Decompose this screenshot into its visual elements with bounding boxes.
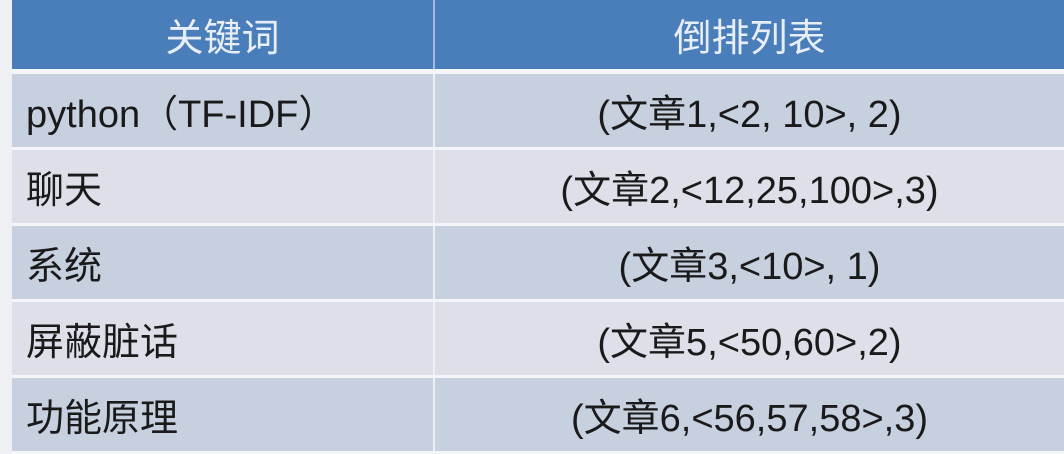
table-row: python（TF-IDF） (文章1,<2, 10>, 2) [12,74,1064,150]
postings-cell: (文章1,<2, 10>, 2) [597,94,902,136]
table-row: 聊天 (文章2,<12,25,100>,3) [12,150,1064,226]
table-row: 功能原理 (文章6,<56,57,58>,3) [12,378,1064,454]
table-row: 系统 (文章3,<10>, 1) [12,226,1064,302]
inverted-index-table: 关键词 倒排列表 python（TF-IDF） (文章1,<2, 10>, 2)… [12,0,1064,454]
keyword-cell: 系统 [12,226,435,299]
keyword-cell: 功能原理 [12,378,435,451]
postings-cell: (文章6,<56,57,58>,3) [571,398,928,440]
postings-cell: (文章3,<10>, 1) [618,246,881,288]
table-header: 关键词 倒排列表 [12,0,1064,74]
postings-cell: (文章5,<50,60>,2) [597,322,902,364]
header-keyword: 关键词 [12,0,435,69]
postings-cell: (文章2,<12,25,100>,3) [560,170,939,212]
table-row: 屏蔽脏话 (文章5,<50,60>,2) [12,302,1064,378]
keyword-cell: 屏蔽脏话 [12,302,435,375]
header-postings: 倒排列表 [673,18,826,60]
keyword-cell: python（TF-IDF） [12,74,435,147]
keyword-cell: 聊天 [12,150,435,223]
